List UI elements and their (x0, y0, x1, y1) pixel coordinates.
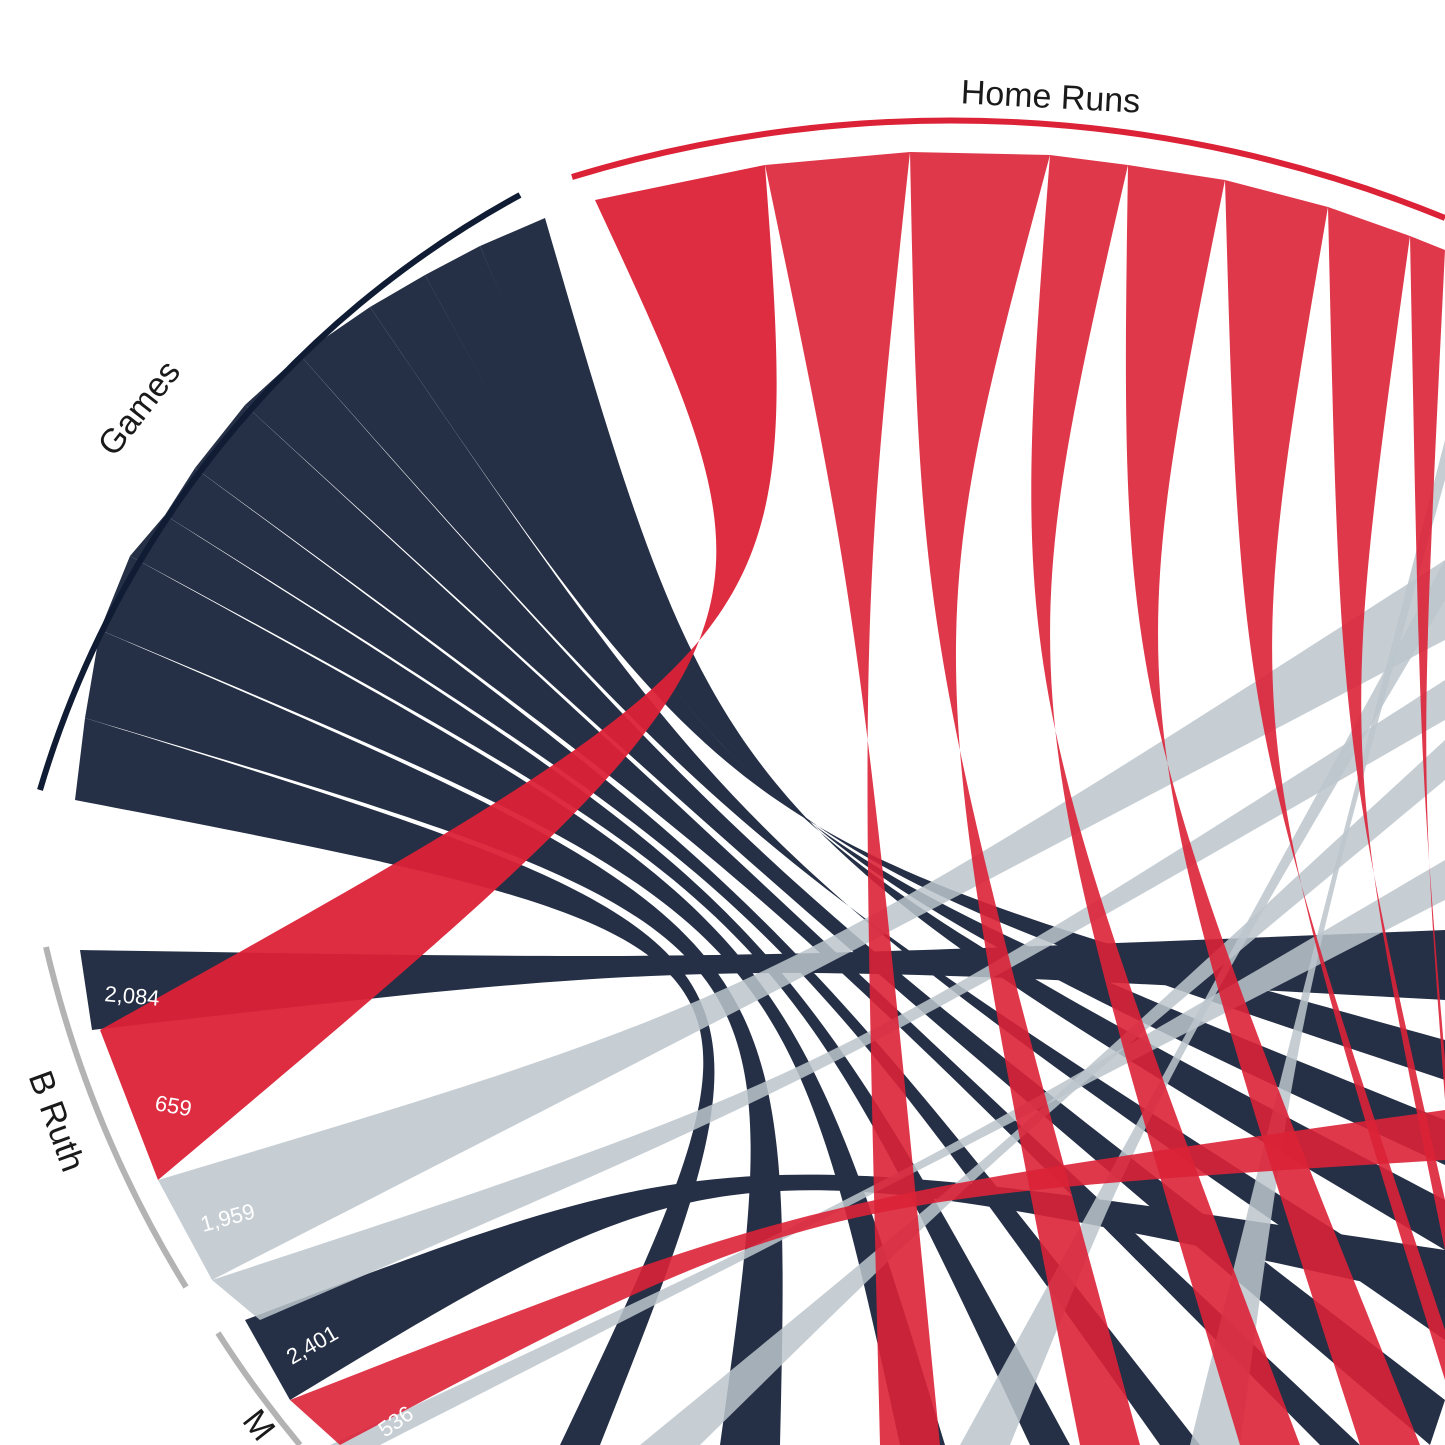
games-ribbon (75, 718, 715, 1445)
chord-ribbons (75, 152, 1445, 1445)
home-runs-ribbon (290, 1110, 1445, 1445)
value-label-ruth-games: 2,084 (104, 981, 161, 1011)
home-runs-ribbon (100, 165, 777, 1180)
group-label-games: Games (91, 353, 188, 463)
b-ruth-group-arc (43, 946, 189, 1289)
games-ribbon (100, 556, 945, 1445)
home-runs-ribbon (1328, 207, 1445, 1250)
m-group-arc (215, 1331, 303, 1445)
home-runs-ribbon (1410, 236, 1445, 1100)
games-ribbon (85, 630, 783, 1445)
group-arcs (37, 117, 1445, 1445)
home-runs-ribbon (910, 152, 1140, 1445)
group-label-m: M (235, 1402, 282, 1445)
third-stat-ribbon (158, 560, 1445, 1280)
home-runs-ribbon (1031, 155, 1300, 1445)
home-runs-ribbon (765, 152, 940, 1445)
home-runs-ribbon (1225, 180, 1445, 1380)
group-label-home-runs: Home Runs (960, 73, 1141, 120)
third-stat-ribbon (212, 680, 1445, 1320)
home-runs-group-arc (571, 117, 1445, 221)
games-ribbon (245, 1174, 1445, 1400)
games-group-arc (37, 192, 522, 791)
home-runs-ribbon (1125, 165, 1420, 1445)
group-label-b-ruth: B Ruth (21, 1066, 92, 1177)
